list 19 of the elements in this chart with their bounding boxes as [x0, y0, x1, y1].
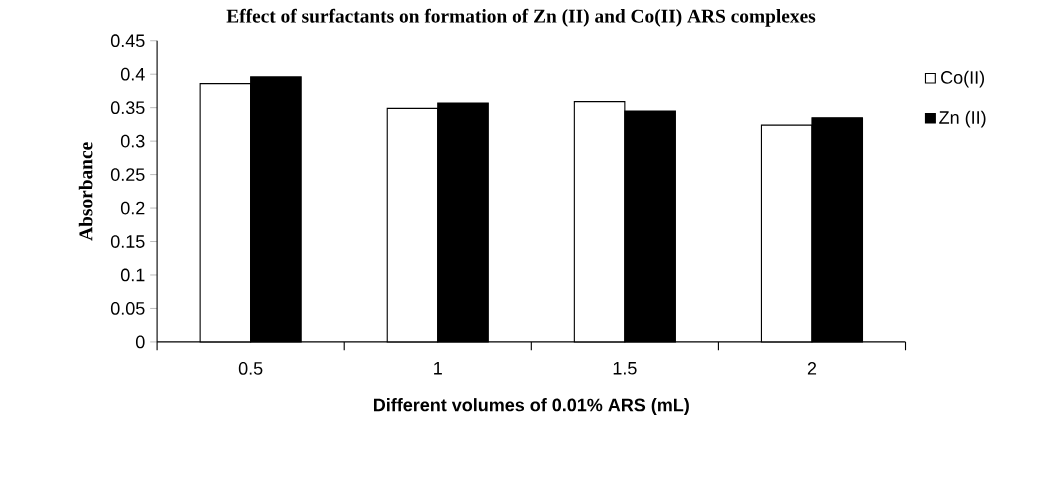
x-tick-label: 2 [807, 362, 817, 375]
y-tick-label: 0.45 [110, 34, 145, 48]
y-tick-label: 0 [135, 335, 145, 349]
x-tick-label: 1.5 [613, 362, 637, 375]
y-tick-label: 0.05 [110, 302, 145, 315]
y-tick-label: 0.4 [120, 67, 145, 81]
y-tick-label: 0.15 [110, 235, 145, 248]
x-tick-label: 1 [434, 362, 442, 375]
chart-title: Effect of surfactants on formation of Zn (II) and Co(II) ARS complexes [226, 8, 816, 27]
legend-label: Zn (II) [939, 110, 986, 128]
y-tick-label: 0.1 [120, 268, 145, 282]
y-tick-label: 0.35 [110, 101, 145, 115]
y-tick-label: 0.25 [110, 168, 145, 181]
x-axis-title: Different volumes of 0.01% ARS (mL) [373, 398, 689, 415]
legend-label: Co(II) [941, 70, 985, 88]
y-tick-label: 0.3 [120, 134, 145, 148]
y-tick-label: 0.2 [120, 201, 145, 215]
x-tick-label: 0.5 [238, 362, 263, 375]
y-axis-title: Absorbance [78, 142, 93, 241]
